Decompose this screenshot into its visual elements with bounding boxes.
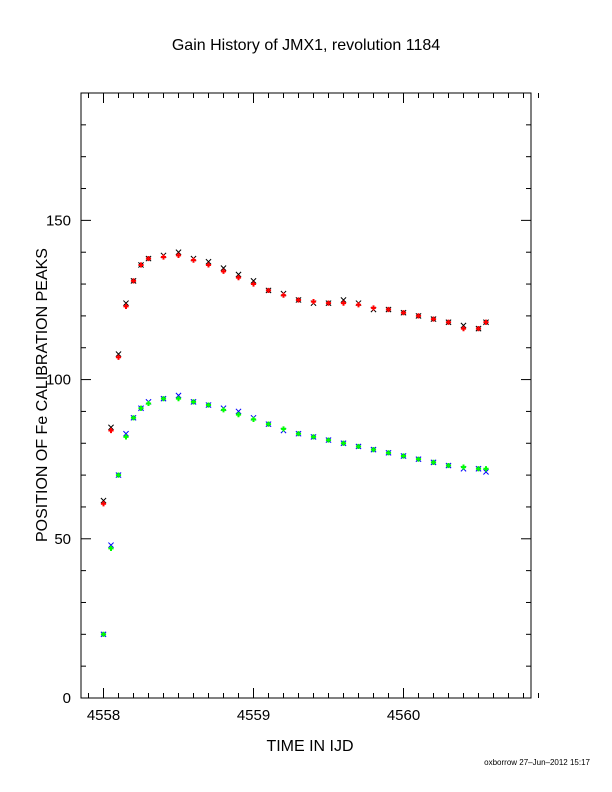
data-point [460,322,467,329]
data-point [370,447,377,453]
data-point [445,319,452,325]
data-point [340,300,347,306]
data-point [123,430,129,437]
data-point [235,271,242,278]
data-point [175,396,182,402]
data-point [115,472,122,478]
x-tick-label: 4559 [237,707,270,724]
data-point [325,437,332,443]
data-point [123,434,129,440]
data-point [138,262,144,268]
data-point [310,434,317,440]
data-point [115,354,122,360]
data-point [235,412,242,418]
data-point [385,450,392,456]
series-1 [100,252,489,507]
data-point [235,408,242,415]
data-point [220,265,227,272]
data-point [415,456,422,462]
data-point [160,254,167,260]
data-point [460,464,467,470]
data-point [175,392,182,399]
data-point [175,249,182,256]
data-point [355,302,362,308]
data-point [265,421,272,427]
data-point [100,631,107,637]
data-point [205,262,212,268]
y-tick-label: 0 [63,690,71,707]
data-point [205,402,212,408]
data-point [295,297,302,303]
data-point [460,326,467,332]
data-point [220,268,227,274]
series-2 [100,392,489,638]
data-point [483,466,489,472]
data-point [115,351,122,358]
data-point [108,424,114,431]
footer-timestamp: oxborrow 27–Jun–2012 15:17 [484,758,590,767]
data-point [190,257,197,263]
data-point [250,277,257,284]
data-point [430,459,437,465]
y-tick-label: 50 [54,531,71,548]
data-point [280,426,287,432]
data-point [100,501,107,507]
data-point [250,416,257,422]
data-point [445,462,452,469]
data-point [138,405,144,411]
series-3 [100,396,489,637]
data-point [130,278,137,284]
data-point [100,497,107,504]
data-point [265,287,272,294]
data-point [108,545,114,551]
axis-ticks: 4558 4559 4560 0 50 100 150 [46,92,539,724]
data-point [385,306,392,313]
data-point [475,466,482,472]
data-point [160,396,167,402]
data-point [483,319,489,325]
data-point [310,298,317,305]
data-point [220,407,227,413]
data-point [108,427,114,434]
data-point [145,400,152,407]
data-point [415,313,422,319]
chart-title: Gain History of JMX1, revolution 1184 [171,37,441,54]
data-point [430,316,437,322]
data-series [100,249,489,638]
data-point [340,440,347,446]
y-axis-label: POSITION OF Fe CALIBRATION PEAKS [34,248,51,542]
data-point [370,305,377,311]
data-point [340,297,347,303]
data-point [205,258,212,265]
data-point [123,303,129,309]
data-point [190,399,197,405]
data-point [475,326,482,332]
data-point [400,310,407,316]
data-point [145,255,152,262]
data-point [108,542,114,549]
data-point [250,281,257,287]
data-point [295,431,302,437]
data-point [400,453,407,459]
data-point [325,300,332,306]
y-tick-label: 150 [46,212,71,229]
x-tick-label: 4560 [387,707,420,724]
data-point [123,300,129,307]
data-point [483,468,489,475]
data-point [280,292,287,298]
series-0 [100,249,489,504]
x-tick-label: 4558 [87,707,120,724]
x-axis-label: TIME IN IJD [266,738,354,755]
data-point [355,443,362,450]
plot-frame [80,92,532,699]
y-tick-label: 100 [46,372,71,389]
data-point [130,415,137,421]
data-point [235,275,242,281]
data-point [175,252,182,258]
